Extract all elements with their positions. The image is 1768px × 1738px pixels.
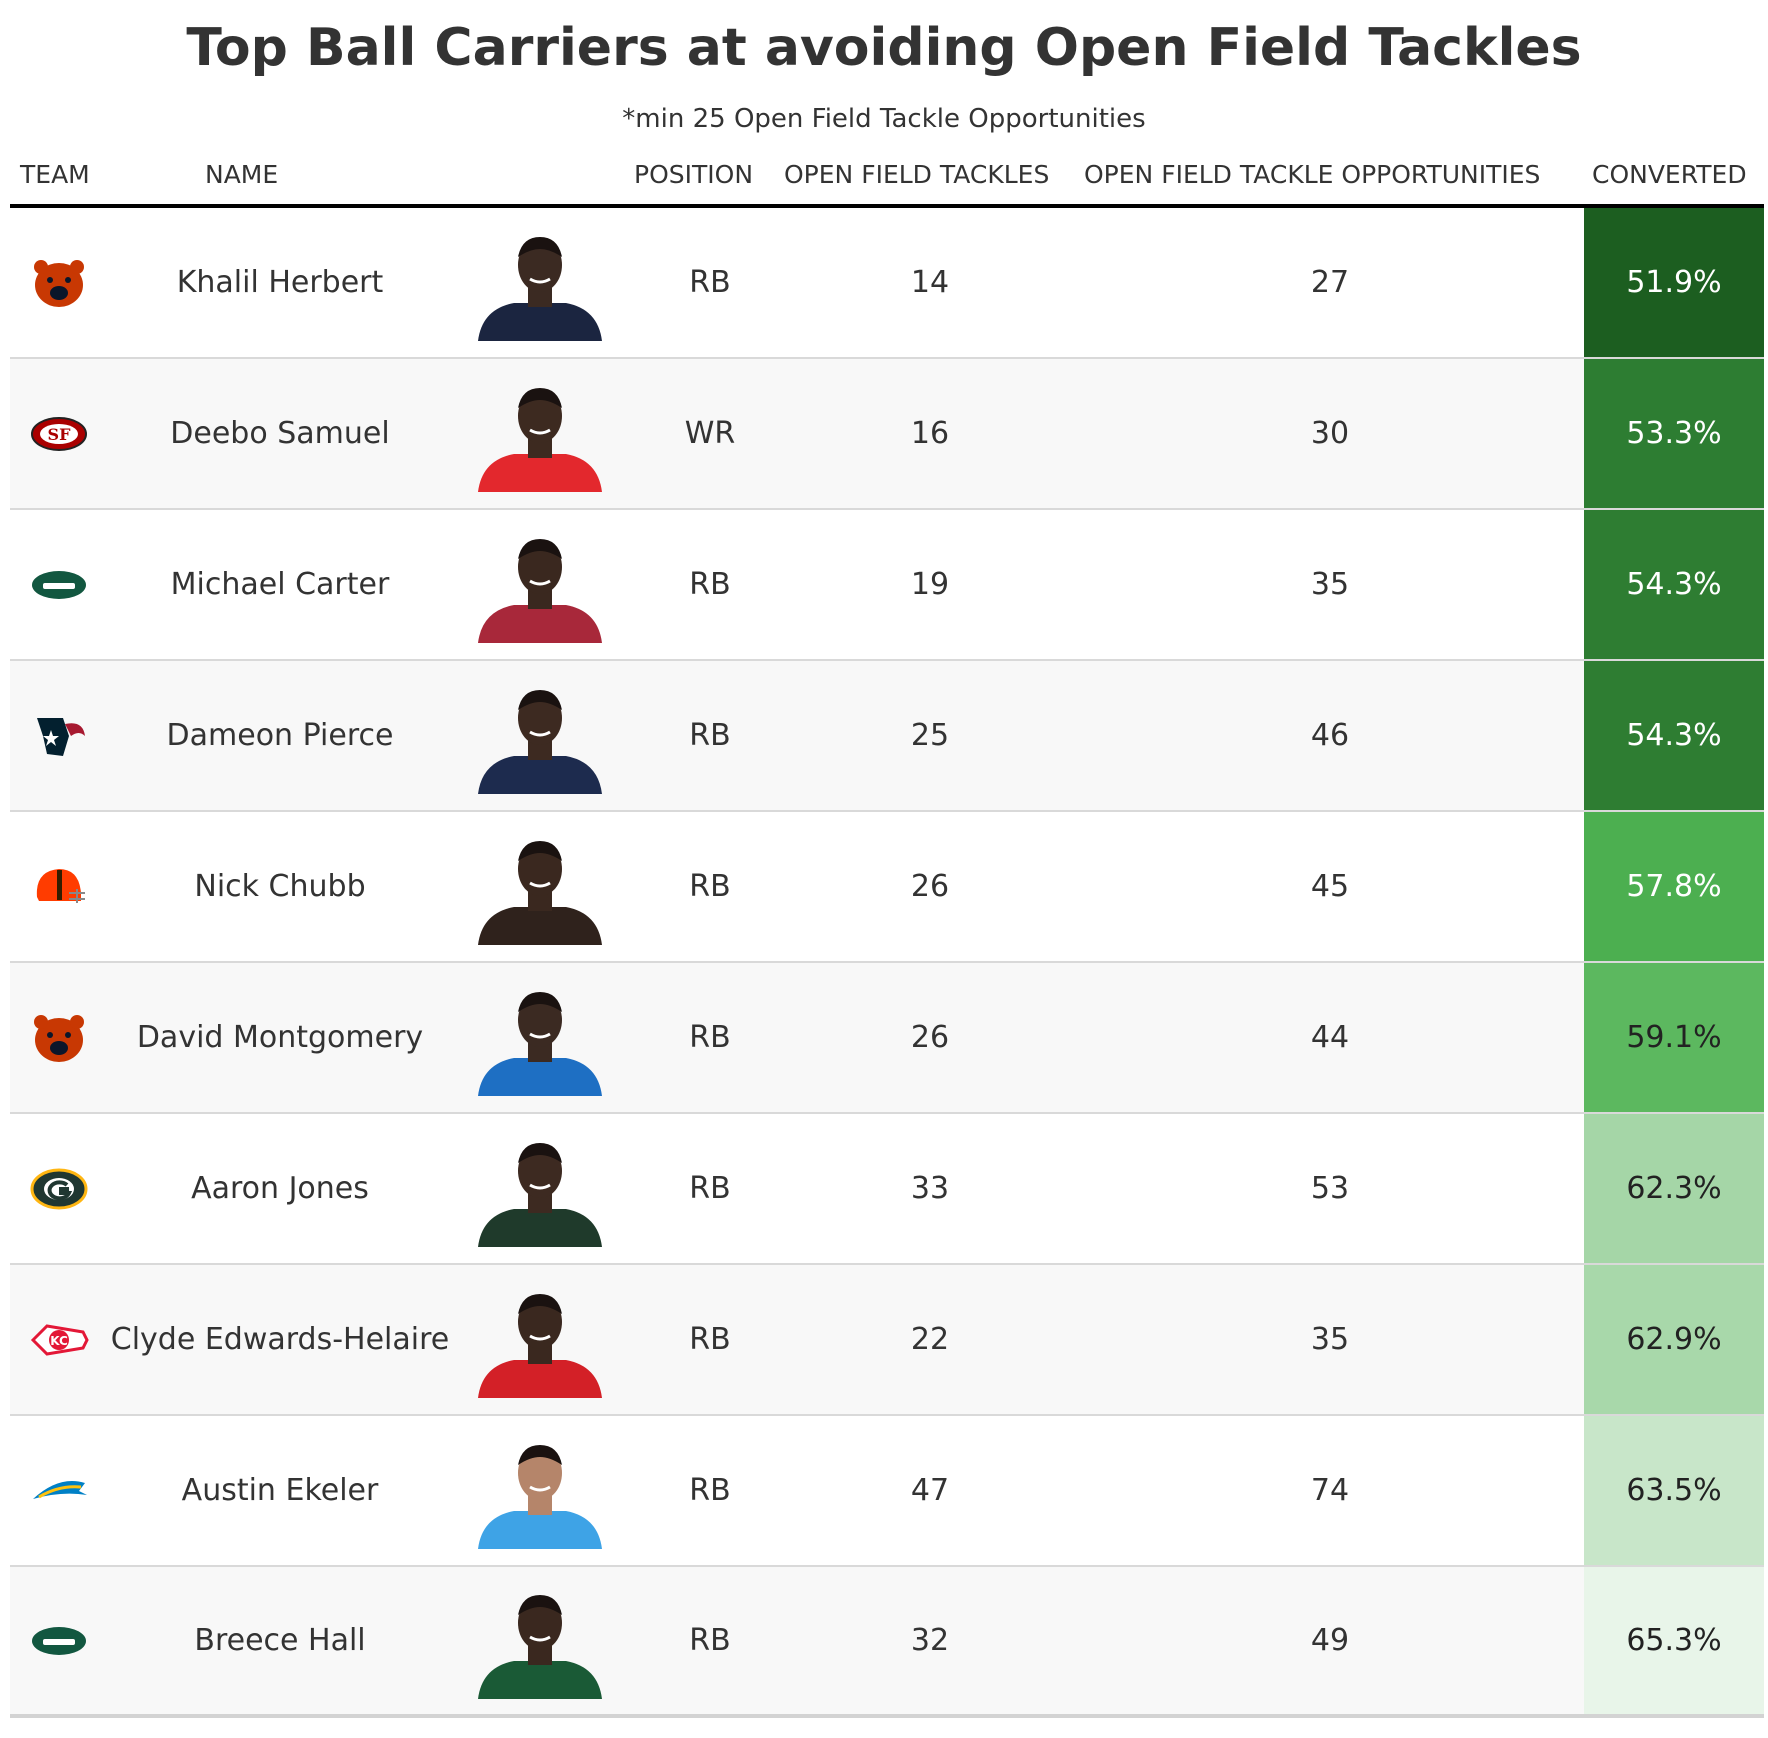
player-position: RB [689,1322,731,1357]
column-header-name: NAME [205,160,279,189]
opportunities-value: 74 [1310,1473,1350,1508]
table-row: SF Deebo Samuel WR 16 30 53.3% [10,359,1764,510]
49ers-logo-icon: SF [10,359,108,508]
opportunities-value: 46 [1310,718,1350,753]
player-headshot-icon [440,1567,640,1714]
player-position: RB [689,718,731,753]
player-name: Breece Hall [194,1623,366,1658]
column-header-opportunities: OPEN FIELD TACKLE OPPORTUNITIES [1084,160,1541,189]
table-row: Breece Hall RB 32 49 65.3% [10,1567,1764,1718]
player-name: Deebo Samuel [170,416,390,451]
chart-subtitle: *min 25 Open Field Tackle Opportunities [622,104,1146,134]
browns-logo-icon [10,812,108,961]
column-header-converted: CONVERTED [1592,160,1747,189]
opportunities-value: 45 [1310,869,1350,904]
chiefs-logo-icon: KC [10,1265,108,1414]
player-position: RB [689,1171,731,1206]
svg-text:KC: KC [50,1334,68,1348]
svg-text:SF: SF [48,425,72,444]
converted-value: 59.1% [1584,963,1764,1112]
open-field-tackles-value: 26 [910,1020,950,1055]
jets-logo-icon [10,510,108,659]
player-name: Khalil Herbert [176,265,384,300]
player-headshot-icon [440,963,640,1112]
player-position: RB [689,869,731,904]
texans-logo-icon [10,661,108,810]
table-row: Aaron Jones RB 33 53 62.3% [10,1114,1764,1265]
player-position: RB [689,1020,731,1055]
player-headshot-icon [440,1416,640,1565]
player-headshot-icon [440,812,640,961]
bears-logo-icon [10,963,108,1112]
table-row: KC Clyde Edwards-Helaire RB 22 35 62.9% [10,1265,1764,1416]
converted-value: 54.3% [1584,510,1764,659]
chart-title: Top Ball Carriers at avoiding Open Field… [186,18,1582,78]
player-position: RB [689,265,731,300]
open-field-tackles-value: 47 [910,1473,950,1508]
player-name: Austin Ekeler [181,1473,379,1508]
converted-value: 51.9% [1584,208,1764,357]
player-position: RB [689,1623,731,1658]
player-name: Michael Carter [170,567,390,602]
player-name: Aaron Jones [191,1171,369,1206]
player-headshot-icon [440,1114,640,1263]
opportunities-value: 35 [1310,1322,1350,1357]
open-field-tackles-value: 33 [910,1171,950,1206]
player-name: Clyde Edwards-Helaire [110,1322,450,1357]
header-rule [10,204,1764,208]
opportunities-value: 35 [1310,567,1350,602]
converted-value: 63.5% [1584,1416,1764,1565]
open-field-tackles-value: 22 [910,1322,950,1357]
player-headshot-icon [440,661,640,810]
converted-value: 54.3% [1584,661,1764,810]
table-row: Khalil Herbert RB 14 27 51.9% [10,208,1764,359]
converted-value: 62.9% [1584,1265,1764,1414]
table-row: David Montgomery RB 26 44 59.1% [10,963,1764,1114]
player-name: David Montgomery [136,1020,424,1055]
open-field-tackles-value: 25 [910,718,950,753]
player-headshot-icon [440,208,640,357]
opportunities-value: 27 [1310,265,1350,300]
jets-logo-icon [10,1567,108,1714]
column-header-open-field-tackles: OPEN FIELD TACKLES [784,160,1050,189]
opportunities-value: 30 [1310,416,1350,451]
converted-value: 53.3% [1584,359,1764,508]
column-header-position: POSITION [634,160,754,189]
opportunities-value: 53 [1310,1171,1350,1206]
table-row: Austin Ekeler RB 47 74 63.5% [10,1416,1764,1567]
converted-value: 57.8% [1584,812,1764,961]
player-headshot-icon [440,1265,640,1414]
table-row: Michael Carter RB 19 35 54.3% [10,510,1764,661]
open-field-tackles-value: 19 [910,567,950,602]
opportunities-value: 49 [1310,1623,1350,1658]
converted-value: 62.3% [1584,1114,1764,1263]
player-name: Dameon Pierce [166,718,394,753]
packers-logo-icon [10,1114,108,1263]
converted-value: 65.3% [1584,1567,1764,1714]
table-row: Dameon Pierce RB 25 46 54.3% [10,661,1764,812]
player-position: RB [689,1473,731,1508]
player-headshot-icon [440,510,640,659]
open-field-tackles-value: 32 [910,1623,950,1658]
player-position: RB [689,567,731,602]
open-field-tackles-value: 14 [910,265,950,300]
column-header-team: TEAM [20,160,90,189]
chargers-logo-icon [10,1416,108,1565]
open-field-tackles-value: 26 [910,869,950,904]
opportunities-value: 44 [1310,1020,1350,1055]
table-body: Khalil Herbert RB 14 27 51.9% SF Deebo Samuel W… [10,208,1764,1718]
table-row: Nick Chubb RB 26 45 57.8% [10,812,1764,963]
bears-logo-icon [10,208,108,357]
player-headshot-icon [440,359,640,508]
player-position: WR [684,416,736,451]
open-field-tackles-value: 16 [910,416,950,451]
player-name: Nick Chubb [194,869,366,904]
